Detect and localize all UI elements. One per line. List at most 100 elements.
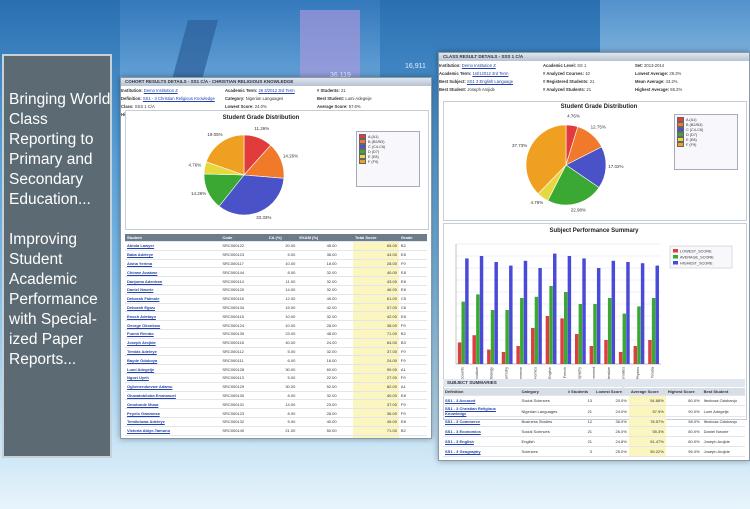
table-row: Oghenerukevwe Adamu SRC000129 30.00 52.00 82… [125,382,427,392]
subject-link[interactable]: SS1 - 3 Account [443,395,520,406]
info-value[interactable]: SS1 - 3 Christian Religious Knowledge [142,96,215,101]
table-cell: 15.00 [266,303,298,313]
student-link[interactable]: Temiloluwa Adeleye [125,417,221,427]
table-cell: 36.0% [594,416,629,427]
subject-link[interactable]: SS1 - 3 Christian Religious Knowledge [443,405,520,417]
column-header[interactable]: # Students [565,388,595,396]
table-cell: 61.00 [352,294,399,304]
pie-data-label: 12.75% [591,124,606,129]
table-cell: B2 [398,329,427,339]
column-header[interactable]: Definition [443,388,520,396]
bar [607,298,612,364]
promo-sidebar: Bringing World Class Reporting to Primar… [2,54,112,458]
info-field: Academic Term: 26 3/2012 3rd Term [225,88,295,95]
table-cell [338,267,346,278]
bar [457,342,462,364]
info-label: Class: [121,104,135,109]
table-cell: 24.0% [594,405,629,417]
student-link[interactable]: Enoch Adetayo [125,311,221,322]
column-header[interactable]: CA (%) [266,234,298,242]
subject-link[interactable]: SS1 - 3 Commerce [443,416,520,427]
table-cell: 45.00 [297,241,339,251]
bar [516,346,520,364]
table-cell: 21 [565,436,595,447]
student-link[interactable]: Peyelo Gwamesa [125,408,221,418]
table-cell: SRC000132 [220,417,267,427]
bar [476,294,480,364]
table-row: Omotunde Musa SRC000131 14.00 23.00 37.00 F9 [125,399,427,410]
student-link[interactable]: Chinwe Anakwe [125,267,221,278]
table-cell: 32.00 [297,285,339,295]
table-cell: 26.0% [594,426,629,437]
info-value[interactable]: Demo Institution Z [461,63,496,68]
student-link[interactable]: Deborah Falmole [125,294,221,304]
column-header[interactable]: Category [519,388,566,396]
student-link[interactable]: Lumi Adegeije [125,364,221,374]
info-value[interactable]: SS1 3 English Language [466,79,514,84]
column-header[interactable]: Student [125,234,221,242]
student-link[interactable]: Oghenerukevwe Adamu [125,382,221,392]
table-row: Average 57.60 [125,435,427,438]
table-cell: 5.00 [266,417,298,427]
column-header[interactable] [338,234,346,242]
student-link[interactable]: Baba Adeleye [125,250,221,260]
student-link[interactable]: Danjuma Adeniran [125,276,221,286]
subject-link[interactable]: SS1 - 3 Economics [443,426,520,437]
column-header[interactable]: Code [220,234,267,242]
table-row: Deborah Egwu SRC000134 15.00 42.00 57.00 C6 [125,303,427,313]
student-link[interactable]: Omotunde Musa [125,399,221,410]
table-cell [297,435,339,438]
bar [604,340,608,364]
student-link[interactable]: Temidz Adeleye [125,347,221,357]
table-cell [338,294,346,304]
pie-data-label: 14.26% [191,191,206,196]
bar [538,268,542,364]
legend-label: C (C4-C6) [686,127,704,132]
column-header[interactable]: EXAM (%) [297,234,339,242]
info-field: Best Subject: SS1 3 English Language [439,79,513,86]
bar [549,286,553,364]
table-cell: 28.00 [297,408,339,418]
student-link[interactable]: Ngozi Uyeh [125,373,221,383]
student-link[interactable]: Abiola Lawyer [125,241,221,251]
x-tick-label: Government [592,367,596,387]
info-value[interactable]: 1st/12012 3rd Term [472,71,509,76]
info-field: # Analyzed Courses: 10 [543,71,590,78]
legend-swatch [673,249,678,253]
table-cell: 57.60 [352,435,399,438]
student-link[interactable]: Aisha Yerima [125,259,221,269]
table-cell: 30.00 [266,364,298,374]
student-link[interactable]: George Okonkwo [125,320,221,330]
student-link[interactable]: Funmi Rembo [125,329,221,339]
grade-distribution-panel: Student Grade Distribution 4.76% 12.75% 17… [443,101,747,221]
report-info: Institution: Demo Institution Z Academic … [121,86,431,117]
info-value: 57.6% [348,104,361,109]
legend-label: A (A1) [368,134,379,139]
student-link[interactable]: Bayde Odukoya [125,355,221,366]
table-cell: Daniel Nworie [701,426,745,437]
student-link[interactable]: Oluwatobiloba Emmanuel [125,391,221,401]
student-link[interactable]: Daniel Nworie [125,285,221,295]
table-cell: 11.00 [266,276,298,286]
column-header[interactable]: Grade [398,234,427,242]
column-header[interactable]: Average Score [628,388,666,396]
column-header[interactable]: Total Score [352,234,399,242]
column-header[interactable] [345,234,353,242]
promo-subline: Improving Student Academic Performance w… [9,231,98,368]
column-header[interactable]: Best Student [701,388,745,396]
table-cell: 71.00 [352,329,399,339]
column-header[interactable]: Lowest Score [594,388,629,396]
info-value[interactable]: Demo Institution Z [143,88,178,93]
table-cell: SRC000123 [220,408,267,418]
table-cell: 55.3% [628,426,666,437]
subject-link[interactable]: SS1 - 3 English [443,436,520,447]
student-link[interactable]: Joseph Arojide [125,338,221,348]
student-link[interactable]: Victoria Abiye-Tamuno [125,426,221,436]
student-link[interactable]: Deborah Egwu [125,303,221,313]
table-row: Ngozi Uyeh SRC000113 5.00 22.00 27.00 F9 [125,373,427,383]
info-value[interactable]: 26 3/2012 3rd Term [258,88,295,93]
table-cell: B3 [398,338,427,348]
column-header[interactable]: Highest Score [665,388,702,396]
subject-link[interactable]: SS1 - 3 Geography [443,446,520,457]
table-cell: 20.00 [266,241,298,251]
